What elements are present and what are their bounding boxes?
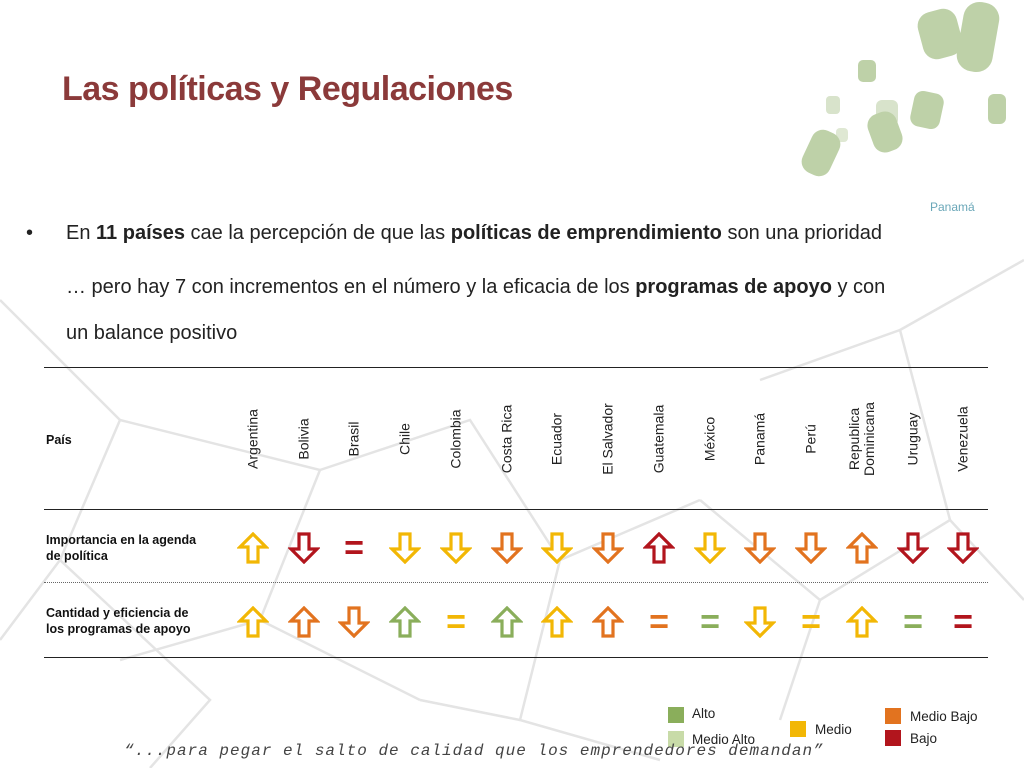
arrow-up-icon [541,606,573,638]
arrow-up-icon [592,606,624,638]
arrow-down-icon [338,606,370,638]
country-name: México [701,416,718,462]
country-name: Venezuela [954,406,971,472]
country-header: Perú [800,396,822,482]
arrow-down-icon [440,532,472,564]
arrow-up-icon [846,606,878,638]
arrow-down-icon [389,532,421,564]
paragraph-text-run: y con [831,276,886,298]
country-name: El Salvador [599,403,616,475]
country-header: Venezuela [952,396,974,482]
table-bottom-rule [44,657,988,658]
arrow-up-icon [237,532,269,564]
equal-icon: = [700,603,720,641]
country-header: Colombia [445,396,467,482]
paragraph-line-3: un balance positivo [66,322,237,345]
country-name: Ecuador [548,412,565,466]
legend-swatch-medio-alto [668,731,684,747]
country-header: Uruguay [902,396,924,482]
row-label-policy-agenda: Importancia en la agenda de política [46,532,196,564]
row-label-line: Importancia en la agenda [46,533,197,547]
arrow-up-icon [288,606,320,638]
arrow-down-icon [795,532,827,564]
page-title: Las políticas y Regulaciones [62,70,513,108]
paragraph-text-run: un balance positivo [66,322,238,344]
legend-swatch-medio [790,721,806,737]
arrow-down-icon [491,532,523,564]
country-header: Bolivia [293,396,315,482]
arrow-up-icon [237,606,269,638]
paragraph-line-2: … pero hay 7 con incrementos en el númer… [66,276,885,299]
row-label-line: de política [46,549,108,563]
country-header: Ecuador [546,396,568,482]
paragraph-line-1: En 11 países cae la percepción de que la… [66,222,882,245]
country-name: Panamá [751,412,768,466]
arrow-down-icon [288,532,320,564]
arrow-up-icon [643,532,675,564]
row-label-support-programs: Cantidad y eficiencia de los programas d… [46,605,190,637]
legend-label-alto: Alto [692,706,716,721]
legend-swatch-medio-bajo [885,708,901,724]
country-name: Republica Dominicana [846,402,877,476]
country-name: Costa Rica [498,404,515,474]
arrow-up-icon [491,606,523,638]
table-row-divider [44,582,988,583]
arrow-down-icon [541,532,573,564]
country-name: Bolivia [295,418,312,460]
paragraph-text-run: programas de apoyo [635,276,832,298]
table-top-rule [44,367,988,368]
arrow-down-icon [897,532,929,564]
paragraph-text-run: En [66,222,97,244]
footer-quote: “...para pegar el salto de calidad que l… [124,742,824,760]
row-label-line: Cantidad y eficiencia de [46,606,189,620]
arrow-down-icon [694,532,726,564]
country-header: Argentina [242,396,264,482]
country-header: Chile [394,396,416,482]
bullet-point: • [26,222,34,244]
legend-swatch-alto [668,707,684,723]
arrow-down-icon [744,532,776,564]
arrow-down-icon [744,606,776,638]
country-name: Colombia [447,409,464,469]
country-name: Perú [802,424,819,454]
equal-icon: = [344,529,364,567]
row-label-line: los programas de apoyo [46,622,191,636]
country-name: Chile [396,423,413,455]
country-name: Guatemala [650,404,667,474]
legend-label-bajo: Bajo [910,731,938,746]
equal-icon: = [903,603,923,641]
arrow-down-icon [592,532,624,564]
arrow-up-icon [846,532,878,564]
arrow-up-icon [389,606,421,638]
table-header-label: País [46,433,72,447]
country-header: Panamá [749,396,771,482]
corner-label: Panamá [930,200,975,214]
country-header: Costa Rica [496,396,518,482]
equal-icon: = [801,603,821,641]
paragraph-text-run: … pero hay 7 con incrementos en el númer… [66,276,636,298]
country-header: México [699,396,721,482]
country-header: Republica Dominicana [846,396,877,482]
equal-icon: = [953,603,973,641]
arrow-down-icon [947,532,979,564]
legend-swatch-bajo [885,730,901,746]
table-header-rule [44,509,988,510]
paragraph-text-run: políticas de emprendimiento [450,222,722,244]
country-name: Brasil [345,421,362,457]
legend-label-medio: Medio [815,722,852,737]
paragraph-text-run: son una prioridad [721,222,883,244]
country-name: Argentina [244,409,261,469]
legend-label-medio-bajo: Medio Bajo [910,709,978,724]
legend-label-medio-alto: Medio Alto [692,732,756,747]
paragraph-text-run: 11 países [96,222,185,244]
country-header: Guatemala [648,396,670,482]
country-header: El Salvador [597,396,619,482]
equal-icon: = [446,603,466,641]
equal-icon: = [649,603,669,641]
country-name: Uruguay [904,412,921,466]
paragraph-text-run: cae la percepción de que las [185,222,451,244]
country-header: Brasil [343,396,365,482]
